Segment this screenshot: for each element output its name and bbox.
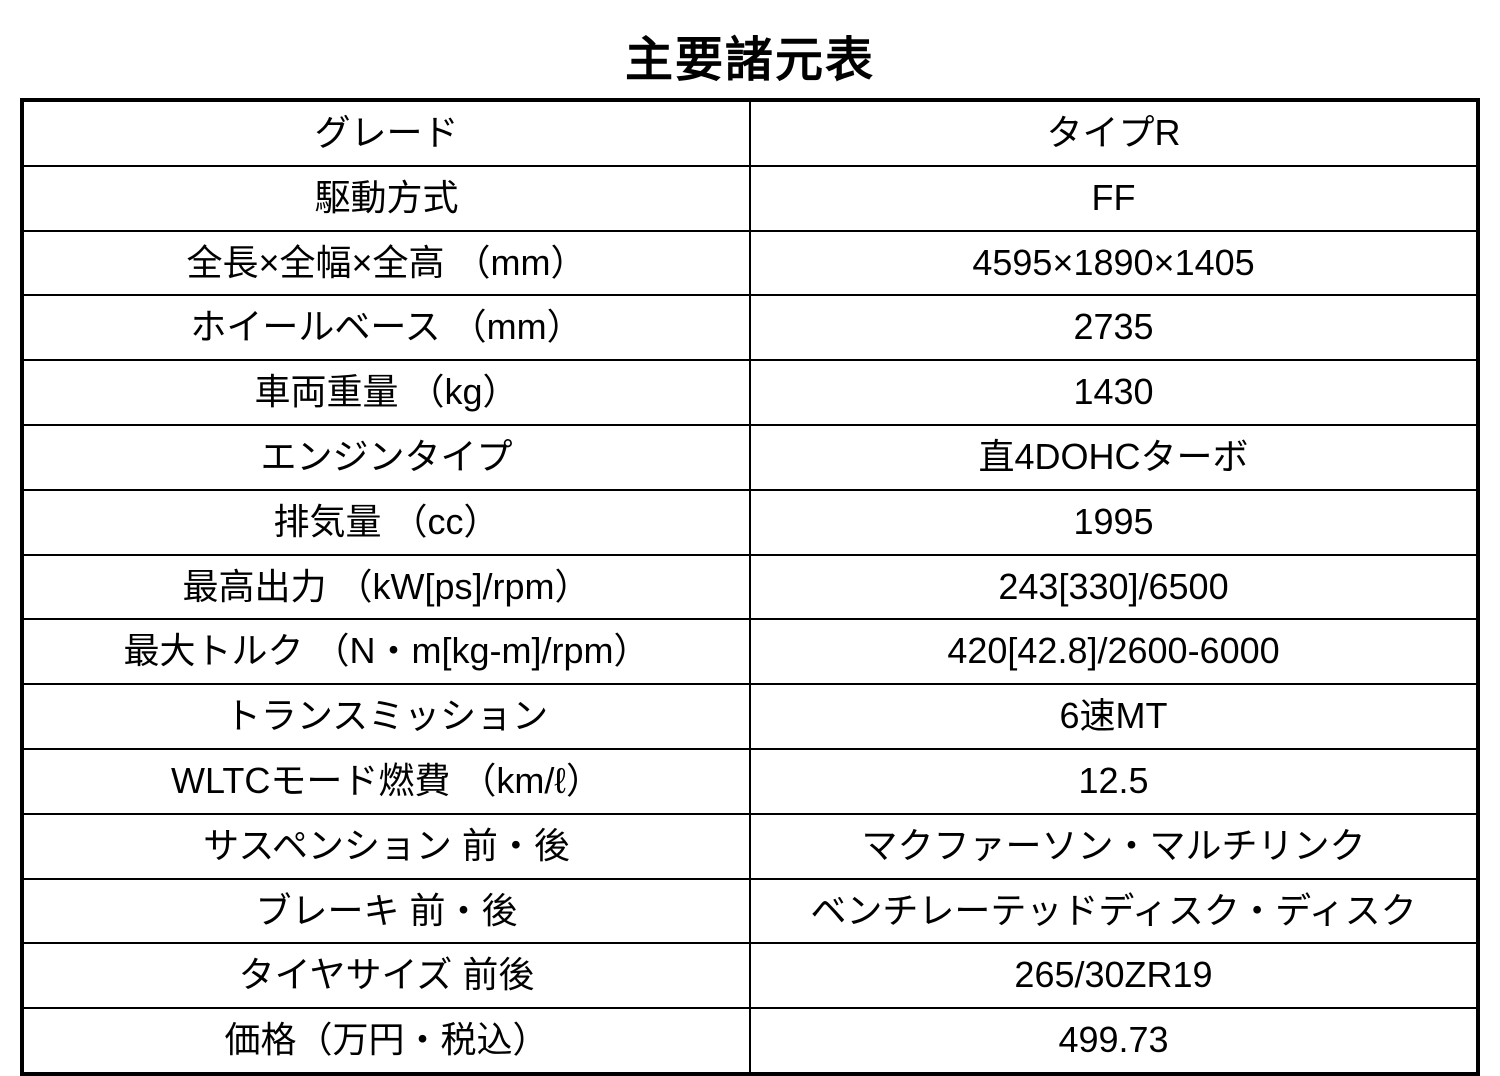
spec-value: タイプR (750, 100, 1478, 166)
table-row: 最大トルク （N・m[kg-m]/rpm） 420[42.8]/2600-600… (22, 619, 1478, 684)
spec-label: 車両重量 （kg） (22, 360, 750, 425)
spec-table: グレード タイプR 駆動方式 FF 全長×全幅×全高 （mm） 4595×189… (20, 98, 1480, 1076)
spec-value: 265/30ZR19 (750, 943, 1478, 1008)
spec-value: 1995 (750, 490, 1478, 555)
spec-label: 全長×全幅×全高 （mm） (22, 231, 750, 296)
table-row: 価格（万円・税込） 499.73 (22, 1008, 1478, 1074)
spec-value: 1430 (750, 360, 1478, 425)
spec-sheet-container: 主要諸元表 グレード タイプR 駆動方式 FF 全長×全幅×全高 （mm） 45… (20, 20, 1480, 1076)
spec-value: 499.73 (750, 1008, 1478, 1074)
spec-label: WLTCモード燃費 （km/ℓ） (22, 749, 750, 814)
table-row: グレード タイプR (22, 100, 1478, 166)
spec-label: トランスミッション (22, 684, 750, 749)
table-row: 車両重量 （kg） 1430 (22, 360, 1478, 425)
spec-value: 4595×1890×1405 (750, 231, 1478, 296)
table-row: タイヤサイズ 前後 265/30ZR19 (22, 943, 1478, 1008)
spec-value: 420[42.8]/2600-6000 (750, 619, 1478, 684)
spec-label: ホイールベース （mm） (22, 295, 750, 360)
spec-label: タイヤサイズ 前後 (22, 943, 750, 1008)
spec-value: FF (750, 166, 1478, 231)
spec-label: グレード (22, 100, 750, 166)
table-row: ホイールベース （mm） 2735 (22, 295, 1478, 360)
spec-label: 駆動方式 (22, 166, 750, 231)
spec-label: サスペンション 前・後 (22, 814, 750, 879)
spec-value: 12.5 (750, 749, 1478, 814)
spec-value: ベンチレーテッドディスク・ディスク (750, 879, 1478, 944)
spec-label: 価格（万円・税込） (22, 1008, 750, 1074)
spec-label: 最大トルク （N・m[kg-m]/rpm） (22, 619, 750, 684)
spec-label: 排気量 （cc） (22, 490, 750, 555)
spec-label: 最高出力 （kW[ps]/rpm） (22, 555, 750, 620)
spec-value: 直4DOHCターボ (750, 425, 1478, 490)
table-row: ブレーキ 前・後 ベンチレーテッドディスク・ディスク (22, 879, 1478, 944)
table-row: WLTCモード燃費 （km/ℓ） 12.5 (22, 749, 1478, 814)
spec-label: エンジンタイプ (22, 425, 750, 490)
spec-value: 6速MT (750, 684, 1478, 749)
spec-value: 243[330]/6500 (750, 555, 1478, 620)
spec-table-body: グレード タイプR 駆動方式 FF 全長×全幅×全高 （mm） 4595×189… (22, 100, 1478, 1074)
table-row: 駆動方式 FF (22, 166, 1478, 231)
spec-value: 2735 (750, 295, 1478, 360)
table-row: エンジンタイプ 直4DOHCターボ (22, 425, 1478, 490)
table-row: 排気量 （cc） 1995 (22, 490, 1478, 555)
spec-label: ブレーキ 前・後 (22, 879, 750, 944)
table-row: トランスミッション 6速MT (22, 684, 1478, 749)
table-row: サスペンション 前・後 マクファーソン・マルチリンク (22, 814, 1478, 879)
table-row: 全長×全幅×全高 （mm） 4595×1890×1405 (22, 231, 1478, 296)
page-title: 主要諸元表 (20, 20, 1480, 90)
spec-value: マクファーソン・マルチリンク (750, 814, 1478, 879)
table-row: 最高出力 （kW[ps]/rpm） 243[330]/6500 (22, 555, 1478, 620)
